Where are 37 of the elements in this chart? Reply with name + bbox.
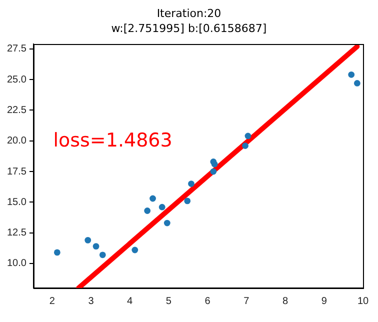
point [144,208,151,214]
point [92,243,100,250]
point [188,180,194,187]
point [84,236,92,244]
x-tick-label: 2 [49,296,56,307]
point [158,204,166,210]
chart-title: Iteration:20 [156,6,222,21]
x-tick-label: 6 [204,296,211,307]
point [210,168,217,175]
x-tick-label: 4 [127,296,134,307]
annotation: loss=1.4863 [53,129,172,152]
y-tick-label: 17.5 [6,166,27,178]
chart-subtitle: w:[2.751995] b:[0.6158687] [110,21,268,36]
point [348,71,355,78]
y-tick-label: 12.5 [6,228,27,239]
x-tick-label: 8 [282,296,288,307]
point [150,195,156,202]
y-tick-label: 27.5 [6,44,27,55]
y-tick-label: 22.5 [6,104,27,116]
point [242,142,248,149]
x-tick-label: 10 [357,296,369,307]
point [54,249,60,256]
y-tick-label: 20.0 [6,136,27,147]
point [132,246,138,254]
point [354,80,360,86]
point [99,252,106,258]
y-tick-label: 15.0 [6,196,27,208]
point [184,198,191,204]
x-tick-label: 5 [166,296,172,307]
y-tick-label: 25.0 [6,74,27,86]
point [211,160,218,168]
y-tick-label: 10.0 [6,258,27,270]
x-tick-label: 7 [244,296,250,307]
point [244,132,252,140]
x-tick-label: 9 [321,296,328,307]
point [164,220,170,226]
x-tick-label: 3 [88,296,94,307]
